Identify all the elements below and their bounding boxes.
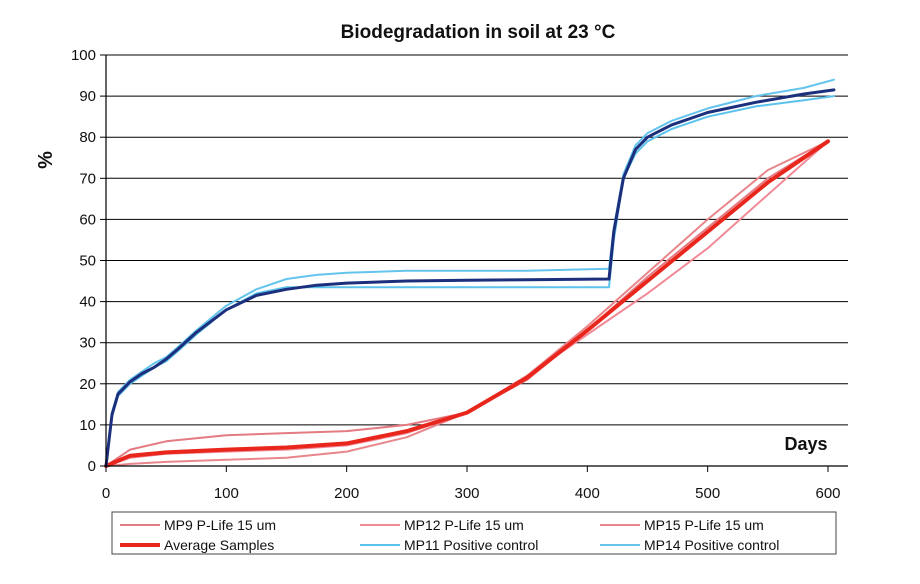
x-tick-label: 200 (334, 485, 359, 502)
y-tick-label: 40 (79, 294, 96, 311)
series-group (104, 78, 836, 468)
series-line-mp14-positive-control (105, 78, 835, 467)
y-axis-label: % (35, 151, 57, 169)
legend-label: MP9 P-Life 15 um (164, 517, 276, 533)
x-tick-label: 100 (214, 485, 239, 502)
legend-label: Average Samples (164, 537, 274, 553)
chart-title: Biodegradation in soil at 23 °C (341, 22, 616, 43)
legend-label: MP15 P-Life 15 um (644, 517, 764, 533)
legend: MP9 P-Life 15 um MP12 P-Life 15 um MP15 P-… (111, 511, 837, 555)
x-axis-label: Days (784, 434, 827, 454)
y-tick-label: 90 (79, 88, 96, 105)
x-tick-label: 0 (102, 485, 110, 502)
x-tick-label: 400 (575, 485, 600, 502)
gridlines (106, 54, 848, 426)
series-line-mp15-p-life-15-um (105, 140, 829, 467)
y-tick-label: 20 (79, 376, 96, 393)
y-tick-label: 100 (71, 47, 96, 64)
y-tick-label: 80 (79, 129, 96, 146)
y-tick-label: 70 (79, 170, 96, 187)
legend-label: MP14 Positive control (644, 537, 779, 553)
y-tick-label: 30 (79, 335, 96, 352)
x-tick-label: 600 (815, 485, 840, 502)
tick-labels: 0 10 20 30 40 50 60 70 80 90 100 0 100 200 300 400 500 60… (71, 47, 841, 502)
series-line-mp9-p-life-15-um (105, 140, 829, 467)
series-line-average-samples (104, 139, 830, 468)
legend-label: MP12 P-Life 15 um (404, 517, 524, 533)
legend-label: MP11 Positive control (404, 537, 538, 553)
y-tick-label: 50 (79, 253, 96, 270)
series-line-positive-controls-average (104, 88, 836, 468)
legend-box (111, 511, 837, 555)
x-tick-label: 300 (454, 485, 479, 502)
y-tick-label: 10 (79, 417, 96, 434)
y-tick-label: 60 (79, 211, 96, 228)
x-tick-label: 500 (695, 485, 720, 502)
series-line-mp12-p-life-15-um (105, 140, 829, 467)
y-tick-label: 0 (88, 458, 96, 475)
